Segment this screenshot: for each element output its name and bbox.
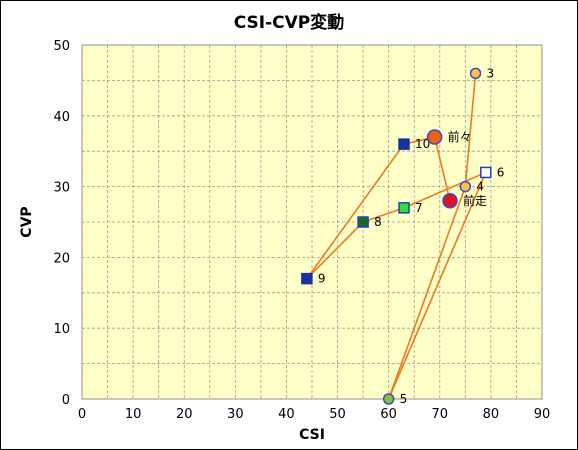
trajectory-segment bbox=[387, 186, 467, 400]
x-tick-label: 0 bbox=[78, 407, 86, 422]
point-label: 10 bbox=[415, 137, 430, 151]
y-tick-label: 20 bbox=[53, 251, 70, 266]
x-tick-label: 10 bbox=[125, 407, 142, 422]
point-label: 6 bbox=[497, 165, 505, 179]
point-label: 3 bbox=[487, 66, 495, 80]
trajectory-segment bbox=[306, 143, 405, 280]
trajectory-segment bbox=[433, 136, 451, 201]
point-label: 前走 bbox=[463, 193, 487, 208]
trajectory-segment bbox=[403, 171, 487, 209]
point-marker bbox=[398, 202, 410, 214]
trajectory-segment bbox=[464, 73, 477, 187]
point-label: 4 bbox=[476, 180, 484, 194]
x-tick-label: 30 bbox=[227, 407, 244, 422]
x-tick-label: 20 bbox=[176, 407, 193, 422]
x-tick-label: 70 bbox=[432, 407, 449, 422]
point-marker bbox=[480, 166, 492, 179]
point-marker bbox=[382, 393, 395, 405]
trajectory-segment bbox=[306, 221, 364, 280]
x-tick-label: 40 bbox=[278, 407, 295, 422]
x-tick-label: 50 bbox=[329, 407, 346, 422]
y-tick-label: 10 bbox=[53, 322, 70, 337]
y-axis-title: CVP bbox=[19, 206, 35, 237]
point-label: 前々 bbox=[448, 129, 472, 144]
point-marker bbox=[459, 180, 472, 193]
point-marker bbox=[301, 272, 313, 285]
x-axis-title: CSI bbox=[299, 427, 325, 443]
chart-title: CSI-CVP変動 bbox=[234, 12, 345, 33]
point-label: 8 bbox=[374, 215, 382, 229]
y-tick-label: 30 bbox=[53, 181, 70, 196]
x-tick-label: 80 bbox=[483, 407, 500, 422]
point-marker bbox=[469, 67, 482, 80]
y-tick-label: 40 bbox=[53, 110, 70, 125]
trajectory-segment bbox=[387, 172, 487, 400]
point-label: 7 bbox=[415, 201, 423, 215]
y-tick-label: 0 bbox=[62, 393, 70, 408]
point-marker bbox=[426, 129, 443, 145]
point-marker bbox=[442, 193, 458, 209]
x-tick-label: 60 bbox=[380, 407, 397, 422]
point-marker bbox=[357, 216, 369, 228]
axis-ticks: 0 10 20 30 40 50 60 70 80 90 0 10 20 30 40 50 bbox=[53, 39, 550, 422]
point-label: 5 bbox=[400, 392, 408, 406]
point-label: 9 bbox=[318, 272, 326, 286]
x-tick-label: 90 bbox=[534, 407, 551, 422]
point-marker bbox=[398, 138, 410, 150]
y-tick-label: 50 bbox=[53, 39, 70, 54]
trajectory-segment bbox=[362, 207, 405, 223]
